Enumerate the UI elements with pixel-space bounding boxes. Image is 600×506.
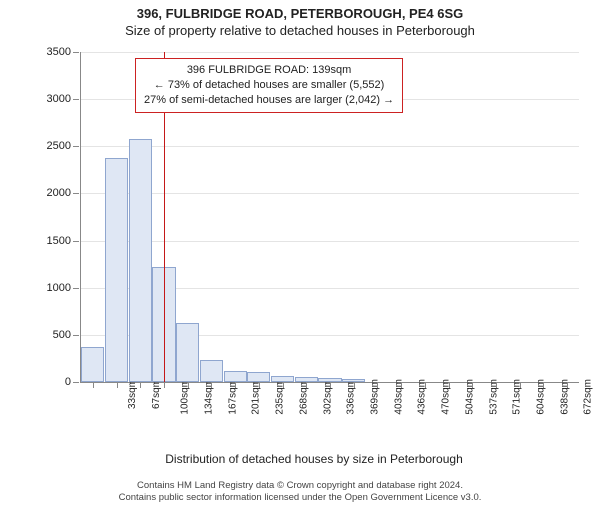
y-tick-label: 3500 [47, 46, 71, 58]
x-tick [211, 382, 212, 388]
histogram-bar [224, 371, 247, 382]
x-tick [449, 382, 450, 388]
x-tick-label: 336sqm [346, 379, 357, 415]
page-title-1: 396, FULBRIDGE ROAD, PETERBOROUGH, PE4 6… [0, 6, 600, 21]
y-tick [73, 99, 79, 100]
x-tick-label: 100sqm [180, 379, 191, 415]
y-tick [73, 52, 79, 53]
histogram-bar [200, 360, 223, 382]
y-tick-label: 500 [53, 329, 71, 341]
y-tick-label: 1500 [47, 235, 71, 247]
y-tick-label: 0 [65, 376, 71, 388]
x-tick-label: 369sqm [370, 379, 381, 415]
y-tick-label: 2000 [47, 187, 71, 199]
grid-line [81, 241, 579, 242]
page-title-2: Size of property relative to detached ho… [0, 23, 600, 38]
x-tick [306, 382, 307, 388]
x-tick [401, 382, 402, 388]
x-tick-label: 201sqm [251, 379, 262, 415]
x-tick [354, 382, 355, 388]
histogram-bar [176, 323, 199, 382]
x-tick-label: 470sqm [441, 379, 452, 415]
x-tick-label: 604sqm [536, 379, 547, 415]
x-tick-label: 672sqm [583, 379, 594, 415]
x-tick [520, 382, 521, 388]
x-tick [140, 382, 141, 388]
x-tick [117, 382, 118, 388]
grid-line [81, 193, 579, 194]
x-tick [425, 382, 426, 388]
annotation-box: 396 FULBRIDGE ROAD: 139sqm ← 73% of deta… [135, 58, 403, 113]
x-tick-label: 167sqm [227, 379, 238, 415]
x-tick [377, 382, 378, 388]
histogram-bar [105, 158, 128, 382]
x-tick-label: 403sqm [393, 379, 404, 415]
annotation-line1: 396 FULBRIDGE ROAD: 139sqm [144, 63, 394, 78]
x-tick [283, 382, 284, 388]
x-tick [164, 382, 165, 388]
y-tick [73, 241, 79, 242]
y-tick [73, 335, 79, 336]
x-tick-label: 638sqm [559, 379, 570, 415]
histogram-bar [81, 347, 104, 382]
x-tick [496, 382, 497, 388]
x-tick-label: 537sqm [488, 379, 499, 415]
histogram-bar [129, 139, 152, 382]
x-axis-label: Distribution of detached houses by size … [50, 452, 578, 466]
x-tick [93, 382, 94, 388]
y-tick-label: 2500 [47, 140, 71, 152]
footer-line1: Contains HM Land Registry data © Crown c… [0, 480, 600, 492]
x-tick-label: 235sqm [275, 379, 286, 415]
x-tick [188, 382, 189, 388]
x-tick-label: 436sqm [417, 379, 428, 415]
grid-line [81, 146, 579, 147]
plot-area: 396 FULBRIDGE ROAD: 139sqm ← 73% of deta… [80, 52, 579, 383]
x-tick [330, 382, 331, 388]
footer: Contains HM Land Registry data © Crown c… [0, 480, 600, 504]
x-tick [472, 382, 473, 388]
footer-line2: Contains public sector information licen… [0, 492, 600, 504]
x-tick-label: 134sqm [204, 379, 215, 415]
x-tick-label: 67sqm [151, 379, 162, 409]
y-tick [73, 382, 79, 383]
x-tick [543, 382, 544, 388]
histogram-bar [247, 372, 270, 382]
x-tick [259, 382, 260, 388]
y-tick-label: 1000 [47, 282, 71, 294]
annotation-line2: ← 73% of detached houses are smaller (5,… [144, 78, 394, 93]
x-tick [567, 382, 568, 388]
chart-container: Number of detached properties 396 FULBRI… [50, 52, 578, 432]
x-tick-label: 302sqm [322, 379, 333, 415]
x-tick-label: 268sqm [298, 379, 309, 415]
annotation-line3: 27% of semi-detached houses are larger (… [144, 93, 394, 108]
y-tick-label: 3000 [47, 93, 71, 105]
y-tick [73, 288, 79, 289]
y-tick [73, 193, 79, 194]
grid-line [81, 52, 579, 53]
x-tick-label: 504sqm [464, 379, 475, 415]
y-tick [73, 146, 79, 147]
x-tick-label: 33sqm [127, 379, 138, 409]
x-tick [235, 382, 236, 388]
x-tick-label: 571sqm [512, 379, 523, 415]
